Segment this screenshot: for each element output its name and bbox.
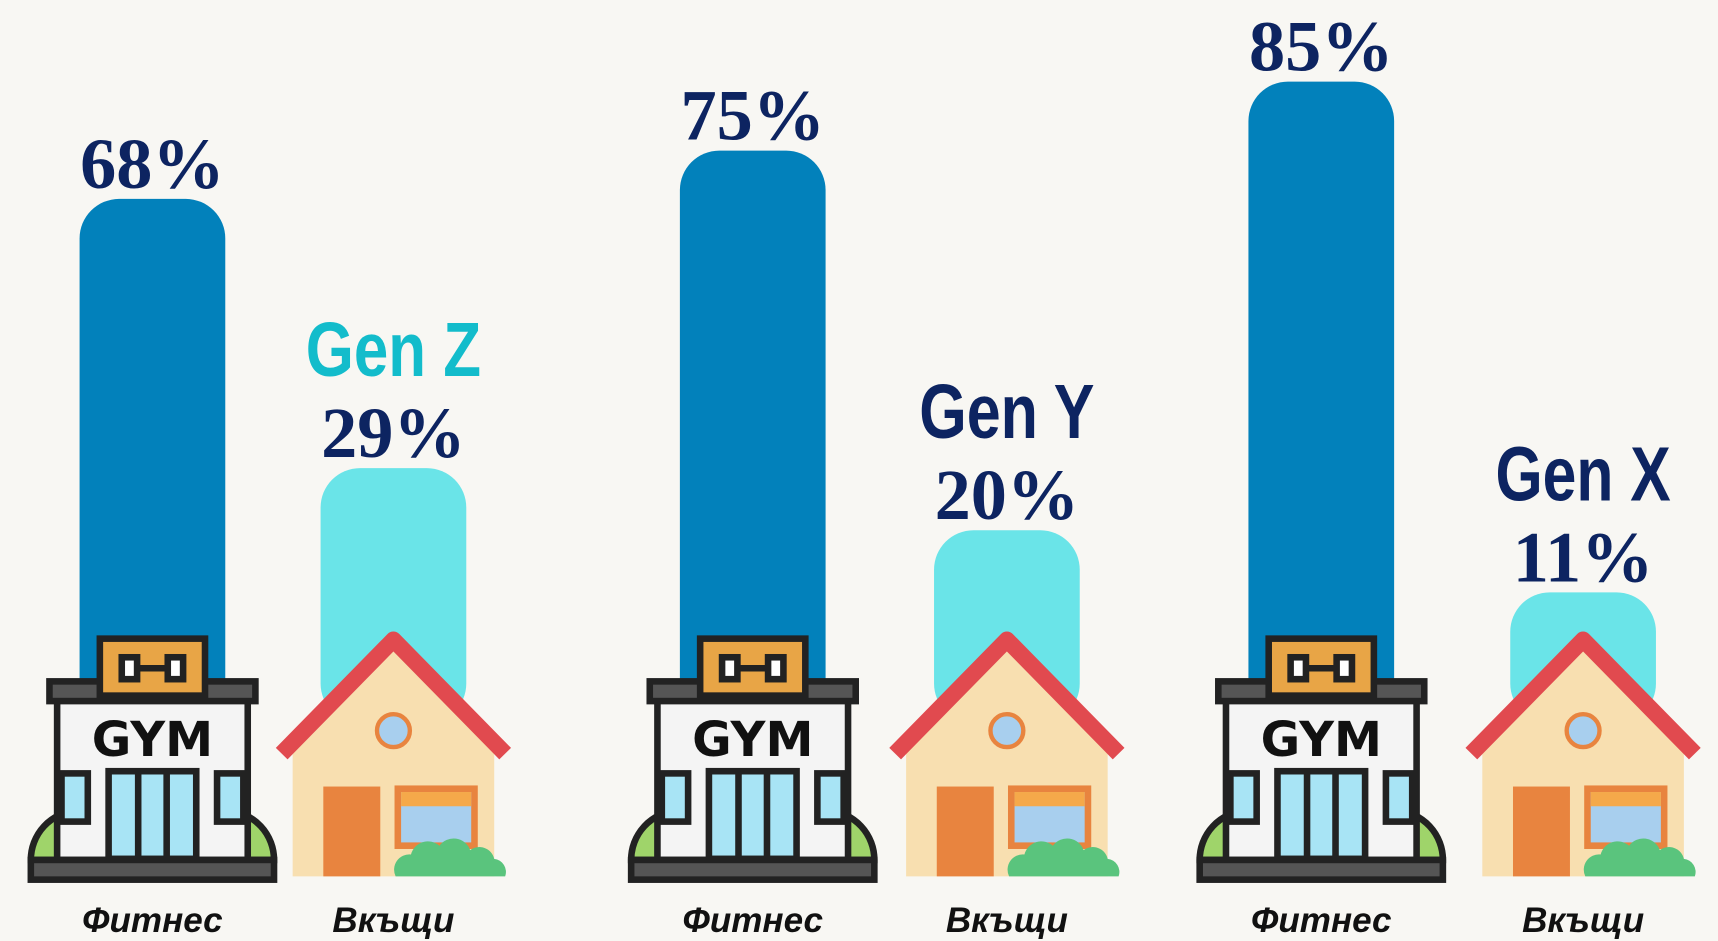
category-label: Фитнес — [682, 901, 823, 940]
gym-icon: GYM — [1196, 635, 1447, 883]
category-label: Вкъщи — [1522, 901, 1644, 940]
bush — [394, 838, 506, 877]
value-label: 11% — [1513, 517, 1654, 597]
value-label: 68% — [80, 124, 225, 204]
bush — [1583, 838, 1696, 877]
gym-base — [1196, 856, 1447, 883]
gym-base — [627, 856, 878, 883]
house-window-top — [401, 792, 472, 807]
window — [58, 770, 92, 825]
house-roof — [889, 631, 1125, 760]
door — [1274, 767, 1369, 863]
window — [1382, 770, 1416, 825]
house-window — [374, 712, 413, 750]
value-label: 29% — [321, 393, 466, 473]
bar — [320, 468, 467, 724]
window — [814, 770, 847, 825]
door — [705, 767, 800, 863]
house-door — [936, 786, 994, 877]
house-icon — [889, 631, 1125, 877]
window — [213, 770, 247, 825]
gym-label: GYM — [92, 712, 213, 768]
dumbbell — [118, 653, 141, 683]
house-roof — [1465, 631, 1701, 760]
house-door — [1512, 786, 1570, 877]
category-label: Вкъщи — [946, 901, 1068, 940]
group-label: Gen Z — [306, 308, 481, 393]
gym-base — [27, 856, 278, 883]
dumbbell — [764, 653, 787, 683]
group-label: Gen X — [1495, 432, 1670, 517]
house-icon — [1465, 631, 1701, 877]
window — [1227, 770, 1260, 825]
gym-icon: GYM — [27, 635, 278, 883]
window — [658, 770, 692, 825]
gym-label: GYM — [1261, 712, 1382, 768]
bar — [79, 198, 226, 724]
dumbbell — [1287, 653, 1310, 683]
house-window — [988, 712, 1026, 750]
door — [105, 767, 200, 863]
dumbbell — [1333, 653, 1356, 683]
dumbbell — [718, 653, 741, 683]
house-window-top — [1014, 792, 1085, 807]
house-window — [1564, 712, 1602, 750]
category-label: Фитнес — [82, 901, 223, 940]
category-label: Вкъщи — [332, 901, 454, 940]
value-label: 75% — [680, 76, 825, 156]
group-label: Gen Y — [919, 370, 1094, 455]
gym-icon: GYM — [627, 635, 878, 883]
house-door — [323, 786, 381, 877]
house-icon — [275, 631, 512, 877]
bar — [1248, 81, 1395, 724]
dumbbell — [164, 653, 187, 683]
house-roof — [275, 631, 512, 760]
bush — [1007, 838, 1120, 877]
bar — [679, 150, 826, 724]
value-label: 85% — [1249, 7, 1394, 87]
category-label: Фитнес — [1251, 901, 1392, 940]
house-window-top — [1590, 792, 1661, 807]
gym-label: GYM — [692, 712, 813, 768]
value-label: 20% — [935, 455, 1080, 535]
